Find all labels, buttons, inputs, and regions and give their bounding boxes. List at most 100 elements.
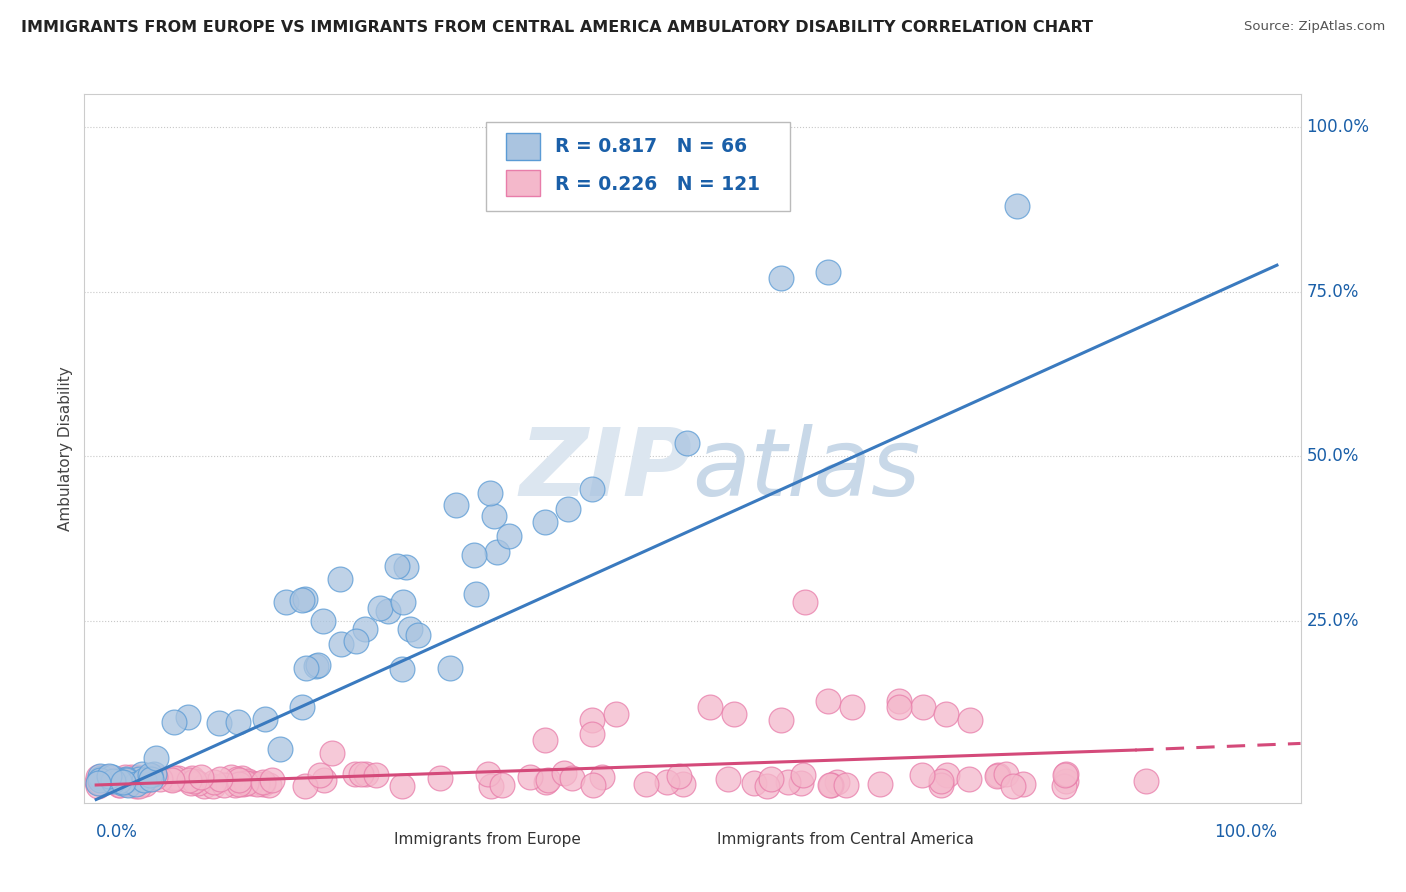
Point: [117, 778, 139, 792]
Point: [463, 549, 485, 563]
Point: [96, 770, 118, 784]
Point: [304, 659, 326, 673]
Point: [107, 774, 129, 789]
Text: atlas: atlas: [693, 424, 921, 515]
Point: [260, 773, 283, 788]
Point: [994, 767, 1017, 781]
Point: [391, 662, 413, 676]
Point: [201, 779, 224, 793]
Point: [114, 772, 136, 787]
Point: [1054, 767, 1077, 781]
Point: [817, 693, 839, 707]
Point: [350, 766, 373, 780]
Text: 50.0%: 50.0%: [1306, 448, 1358, 466]
Point: [929, 778, 952, 792]
Point: [581, 714, 603, 728]
Text: Immigrants from Central America: Immigrants from Central America: [717, 832, 973, 847]
Point: [481, 779, 503, 793]
Point: [219, 770, 242, 784]
Point: [553, 766, 575, 780]
Point: [115, 777, 138, 791]
Point: [183, 774, 205, 789]
Point: [252, 776, 274, 790]
Text: Immigrants from Europe: Immigrants from Europe: [395, 832, 581, 847]
Point: [498, 528, 520, 542]
Point: [179, 776, 201, 790]
Point: [534, 516, 557, 530]
Point: [276, 595, 298, 609]
Point: [395, 559, 418, 574]
Text: IMMIGRANTS FROM EUROPE VS IMMIGRANTS FROM CENTRAL AMERICA AMBULATORY DISABILITY : IMMIGRANTS FROM EUROPE VS IMMIGRANTS FRO…: [21, 20, 1092, 35]
Point: [887, 700, 910, 714]
Point: [257, 778, 280, 792]
FancyBboxPatch shape: [681, 827, 707, 853]
Point: [957, 772, 980, 787]
Point: [309, 768, 332, 782]
Point: [202, 775, 225, 789]
Point: [699, 700, 721, 714]
Point: [114, 773, 136, 788]
Text: Source: ZipAtlas.com: Source: ZipAtlas.com: [1244, 20, 1385, 33]
Point: [232, 776, 254, 790]
Point: [228, 715, 250, 730]
Point: [581, 483, 603, 497]
Point: [605, 706, 627, 721]
Point: [231, 771, 253, 785]
Point: [1012, 777, 1035, 791]
Y-axis label: Ambulatory Disability: Ambulatory Disability: [58, 366, 73, 531]
Point: [817, 265, 839, 279]
Point: [911, 700, 934, 714]
Point: [1005, 199, 1028, 213]
Point: [89, 769, 111, 783]
Point: [561, 771, 583, 785]
Point: [1052, 779, 1074, 793]
FancyBboxPatch shape: [506, 133, 540, 160]
Point: [187, 776, 209, 790]
Point: [486, 545, 509, 559]
Point: [818, 778, 841, 792]
Point: [111, 776, 134, 790]
Point: [89, 776, 111, 790]
Point: [929, 774, 952, 789]
Point: [294, 591, 316, 606]
Point: [101, 771, 124, 785]
Point: [134, 777, 156, 791]
Text: R = 0.226   N = 121: R = 0.226 N = 121: [555, 175, 761, 194]
Point: [465, 587, 488, 601]
Point: [312, 773, 335, 788]
Point: [212, 778, 235, 792]
Point: [834, 778, 856, 792]
Point: [406, 628, 429, 642]
Point: [108, 778, 131, 792]
Point: [208, 715, 231, 730]
Point: [290, 700, 312, 714]
Point: [519, 770, 541, 784]
Point: [477, 766, 499, 780]
Point: [125, 770, 148, 784]
Point: [190, 770, 212, 784]
Point: [1054, 767, 1077, 781]
Point: [253, 712, 276, 726]
Text: 100.0%: 100.0%: [1306, 118, 1369, 136]
Point: [240, 775, 263, 789]
Point: [790, 776, 813, 790]
Point: [591, 770, 613, 784]
Point: [935, 706, 957, 721]
Point: [717, 772, 740, 787]
Point: [93, 772, 115, 786]
Point: [444, 498, 467, 512]
Point: [936, 767, 959, 781]
Point: [343, 766, 366, 780]
Point: [354, 622, 377, 636]
Point: [167, 771, 190, 785]
Point: [657, 775, 679, 789]
Point: [139, 768, 162, 782]
Point: [132, 772, 155, 787]
Point: [226, 772, 249, 786]
Point: [159, 772, 181, 786]
Point: [86, 774, 108, 789]
Text: 100.0%: 100.0%: [1213, 822, 1277, 840]
Point: [377, 604, 399, 618]
FancyBboxPatch shape: [506, 169, 540, 196]
Point: [86, 775, 108, 789]
